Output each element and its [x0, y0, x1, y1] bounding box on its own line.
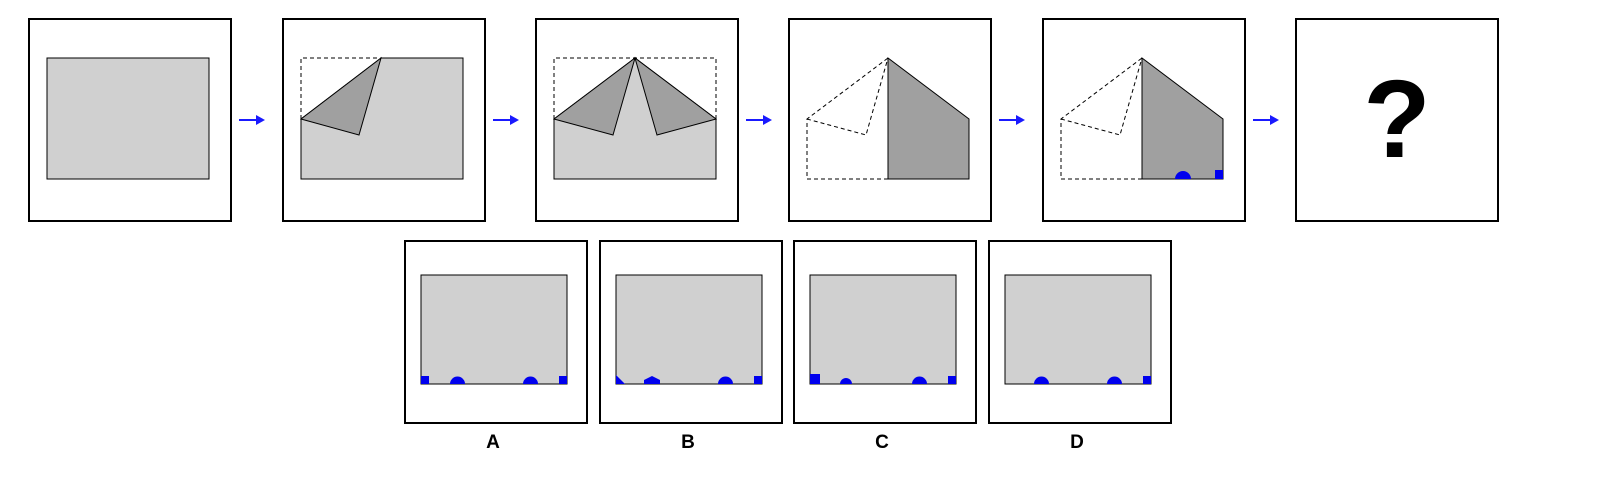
- square-hole: [1215, 170, 1223, 179]
- punched-fold: [1060, 56, 1224, 180]
- option-b-label[interactable]: B: [681, 432, 695, 453]
- arrow-right-icon: [1253, 115, 1279, 125]
- arrow-right-icon: [239, 115, 265, 125]
- step-4-panel: [788, 18, 992, 222]
- option-d-panel[interactable]: [988, 240, 1172, 424]
- option-c-panel[interactable]: [793, 240, 977, 424]
- semicircle-hole: [1175, 171, 1191, 179]
- option-a-sheet: [420, 274, 568, 385]
- half-fold: [806, 56, 970, 180]
- question-mark: ?: [1363, 58, 1431, 181]
- option-b-sheet: [615, 274, 763, 385]
- option-c-label[interactable]: C: [875, 432, 889, 453]
- option-d-label[interactable]: D: [1070, 432, 1084, 453]
- step-3-panel: [535, 18, 739, 222]
- option-a-panel[interactable]: [404, 240, 588, 424]
- step-6-panel: ?: [1295, 18, 1499, 222]
- option-b-panel[interactable]: [599, 240, 783, 424]
- option-a-label[interactable]: A: [486, 432, 500, 453]
- step-1-panel: [28, 18, 232, 222]
- option-d-sheet: [1004, 274, 1152, 385]
- unfolded-sheet: [46, 57, 210, 180]
- both-corners-fold: [552, 56, 718, 180]
- arrow-right-icon: [999, 115, 1025, 125]
- arrow-right-icon: [746, 115, 772, 125]
- left-corner-fold: [299, 56, 464, 180]
- option-c-sheet: [809, 274, 957, 385]
- step-2-panel: [282, 18, 486, 222]
- arrow-right-icon: [493, 115, 519, 125]
- step-5-panel: [1042, 18, 1246, 222]
